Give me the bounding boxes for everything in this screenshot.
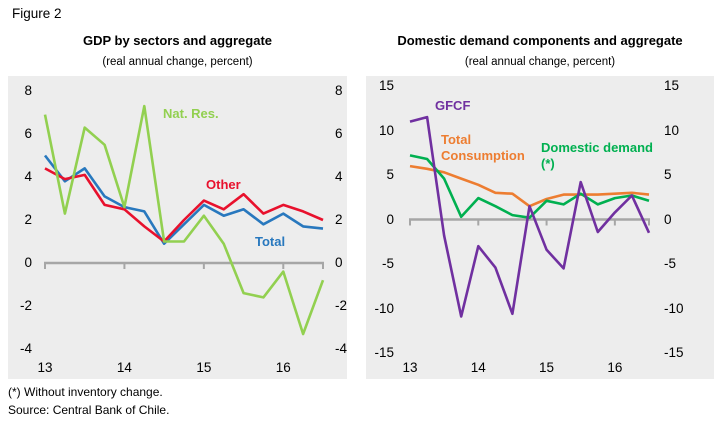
y-tick-label-left: 10	[378, 122, 394, 138]
y-tick-label-left: 0	[24, 255, 32, 270]
y-tick-label-left: 0	[386, 211, 394, 227]
series-label-nat-res: Nat. Res.	[163, 106, 219, 121]
left-chart-subtitle: (real annual change, percent)	[102, 56, 253, 68]
y-tick-label-right: -15	[664, 345, 684, 360]
y-tick-label-left: -10	[374, 300, 394, 316]
line-domestic-demand	[409, 154, 650, 219]
footnote-inventory: (*) Without inventory change.	[8, 385, 163, 399]
y-tick-label-right: -5	[664, 256, 677, 271]
x-tick-label: 16	[607, 360, 623, 375]
right-chart-title: Domestic demand components and aggregate	[397, 33, 683, 48]
x-tick-label: 15	[196, 360, 212, 375]
right-chart-subtitle: (real annual change, percent)	[464, 56, 616, 68]
y-tick-label-left: -5	[381, 256, 394, 271]
line-nat-res	[43, 104, 325, 336]
y-tick-label-right: 2	[335, 212, 343, 227]
y-tick-label-left: -4	[19, 341, 32, 356]
y-tick-label-right: -10	[664, 300, 684, 316]
y-tick-label-right: 6	[335, 126, 343, 141]
y-tick-label-left: 2	[24, 212, 32, 227]
right-chart-plot	[409, 115, 651, 318]
line-total-consumption	[409, 164, 650, 208]
line-other	[44, 167, 324, 243]
left-chart-plot	[43, 104, 325, 336]
y-tick-label-right: 10	[664, 122, 680, 138]
y-tick-label-left: -2	[19, 298, 32, 313]
series-label-total: Total	[255, 234, 286, 249]
series-label-total: Total Consumption	[441, 132, 525, 163]
y-tick-label-left: 5	[386, 167, 394, 182]
series-label-gfcf: GFCF	[435, 98, 471, 113]
y-tick-label-right: 4	[335, 169, 343, 184]
x-tick-label: 14	[116, 360, 132, 375]
y-tick-label-left: 8	[24, 83, 32, 98]
series-label-other: Other	[206, 177, 241, 192]
x-tick-label: 16	[275, 360, 291, 375]
left-chart-title: GDP by sectors and aggregate	[82, 33, 273, 48]
series-label-domestic-demand: Domestic demand (*)	[541, 140, 653, 171]
y-tick-label-right: 0	[664, 211, 672, 227]
y-tick-label-right: 0	[335, 255, 343, 270]
line-gfcf	[409, 115, 651, 318]
y-tick-label-right: -2	[335, 298, 348, 313]
x-tick-label: 13	[402, 360, 418, 375]
x-tick-label: 13	[37, 360, 53, 375]
y-tick-label-right: -4	[335, 341, 348, 356]
x-tick-label: 14	[470, 360, 486, 375]
figure-label: Figure 2	[12, 6, 62, 21]
right-chart-panel: 15 15 10 10 5 5 0 0 -5 -5 -10 -10 -15 -15 13 14 15 16 GFCF…	[366, 76, 714, 379]
y-tick-label-left: 15	[378, 78, 394, 93]
left-chart-panel: 8 8 6 6 4 4 2 2 0 0 -2 -2 -4 -4 13 14 15 16 Nat. Res. Other…	[8, 76, 347, 379]
y-tick-label-right: 15	[664, 78, 680, 93]
y-tick-label-left: -15	[374, 345, 394, 360]
y-tick-label-right: 5	[664, 167, 672, 182]
y-tick-label-left: 4	[24, 169, 32, 184]
line-total	[43, 154, 324, 245]
x-tick-label: 15	[539, 360, 555, 375]
y-tick-label-right: 8	[335, 83, 343, 98]
y-tick-label-left: 6	[24, 126, 32, 141]
footnote-source: Source: Central Bank of Chile.	[8, 403, 170, 417]
